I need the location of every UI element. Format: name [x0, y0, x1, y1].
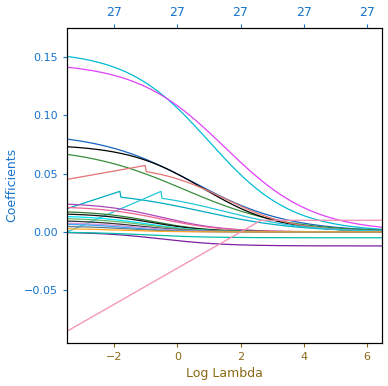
- Y-axis label: Coefficients: Coefficients: [5, 148, 19, 222]
- X-axis label: Log Lambda: Log Lambda: [186, 367, 263, 381]
